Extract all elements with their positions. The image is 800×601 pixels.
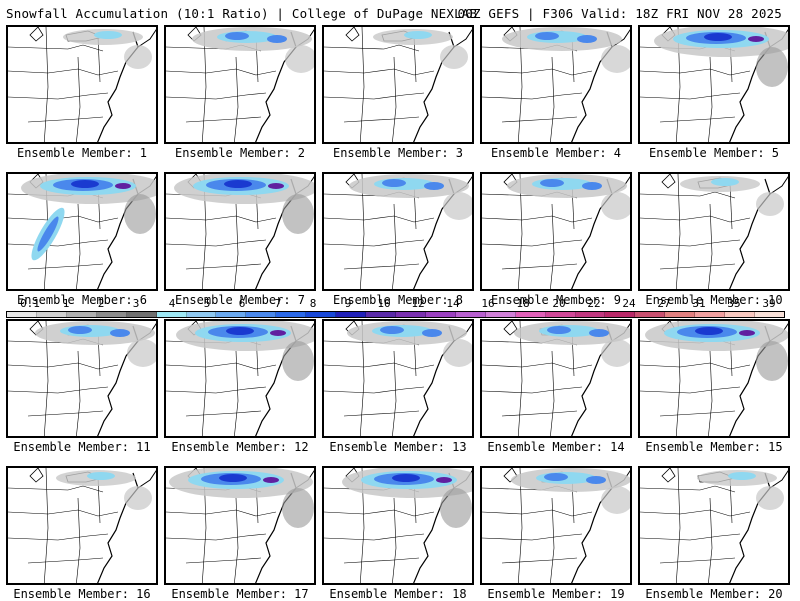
colorbar-tick-label: 3 bbox=[132, 297, 140, 310]
colorbar-tick-label: 35 bbox=[727, 297, 741, 310]
colorbar-swatch bbox=[276, 312, 307, 317]
ensemble-map-18 bbox=[322, 466, 474, 585]
colorbar-tick-label: 5 bbox=[203, 297, 211, 310]
colorbar-tick-label: 39 bbox=[762, 297, 776, 310]
ensemble-member-label: Ensemble Member: 12 bbox=[171, 440, 309, 454]
colorbar-swatch bbox=[66, 312, 97, 317]
ensemble-map-12 bbox=[164, 319, 316, 438]
ensemble-member-label: Ensemble Member: 13 bbox=[329, 440, 467, 454]
colorbar-tick-label: 31 bbox=[692, 297, 706, 310]
colorbar-tick-label: 9 bbox=[344, 297, 352, 310]
colorbar-swatch bbox=[635, 312, 666, 317]
colorbar-swatch bbox=[485, 312, 516, 317]
colorbar-tick-label: 6 bbox=[238, 297, 246, 310]
ensemble-map-5 bbox=[638, 25, 790, 144]
colorbar-swatch bbox=[455, 312, 486, 317]
ensemble-map-20 bbox=[638, 466, 790, 585]
ensemble-member-label: Ensemble Member: 4 bbox=[490, 146, 622, 160]
colorbar-swatch bbox=[695, 312, 726, 317]
colorbar-swatch bbox=[665, 312, 696, 317]
ensemble-member-label: Ensemble Member: 17 bbox=[171, 587, 309, 601]
colorbar-swatch bbox=[755, 312, 784, 317]
ensemble-member-label: Ensemble Member: 20 bbox=[645, 587, 783, 601]
colorbar-swatch bbox=[575, 312, 606, 317]
colorbar-tick-label: 14 bbox=[446, 297, 460, 310]
ensemble-member-label: Ensemble Member: 16 bbox=[13, 587, 151, 601]
colorbar-swatch bbox=[366, 312, 396, 317]
ensemble-member-label: Ensemble Member: 18 bbox=[329, 587, 467, 601]
map-title: Snowfall Accumulation (10:1 Ratio) | Col… bbox=[6, 6, 478, 21]
colorbar-tick-label: 27 bbox=[657, 297, 671, 310]
colorbar-swatch bbox=[605, 312, 636, 317]
colorbar-swatch bbox=[306, 312, 337, 317]
colorbar-tick-label: 16 bbox=[481, 297, 495, 310]
colorbar-tick-label: 24 bbox=[622, 297, 636, 310]
ensemble-map-2 bbox=[164, 25, 316, 144]
ensemble-map-14 bbox=[480, 319, 632, 438]
ensemble-member-label: Ensemble Member: 11 bbox=[13, 440, 151, 454]
colorbar-tick-label: 2 bbox=[97, 297, 105, 310]
ensemble-map-6 bbox=[6, 172, 158, 291]
colorbar-tick-label: 0.1 bbox=[20, 297, 40, 310]
colorbar-tick-label: 1 bbox=[62, 297, 70, 310]
colorbar-tick-label: 4 bbox=[168, 297, 176, 310]
colorbar-swatch bbox=[156, 312, 187, 317]
ensemble-map-11 bbox=[6, 319, 158, 438]
colorbar-swatch bbox=[515, 312, 546, 317]
valid-time-title: 00Z GEFS | F306 Valid: 18Z FRI NOV 28 20… bbox=[457, 6, 782, 21]
colorbar-swatch bbox=[425, 312, 456, 317]
ensemble-member-label: Ensemble Member: 7 bbox=[174, 293, 306, 307]
colorbar-swatch bbox=[126, 312, 157, 317]
colorbar-tick-label: 18 bbox=[516, 297, 530, 310]
colorbar-tick-label: 7 bbox=[274, 297, 282, 310]
colorbar-tick-label: 10 bbox=[377, 297, 391, 310]
ensemble-map-8 bbox=[322, 172, 474, 291]
colorbar-swatch bbox=[545, 312, 576, 317]
colorbar-tick-label: 8 bbox=[309, 297, 317, 310]
ensemble-member-label: Ensemble Member: 1 bbox=[16, 146, 148, 160]
snowfall-colorbar bbox=[6, 311, 785, 318]
colorbar-swatch bbox=[186, 312, 217, 317]
ensemble-member-label: Ensemble Member: 2 bbox=[174, 146, 306, 160]
colorbar-swatch bbox=[246, 312, 277, 317]
colorbar-swatch bbox=[36, 312, 67, 317]
ensemble-map-4 bbox=[480, 25, 632, 144]
ensemble-member-label: Ensemble Member: 10 bbox=[645, 293, 783, 307]
ensemble-map-19 bbox=[480, 466, 632, 585]
colorbar-swatch bbox=[336, 312, 367, 317]
ensemble-member-label: Ensemble Member: 5 bbox=[648, 146, 780, 160]
ensemble-map-3 bbox=[322, 25, 474, 144]
ensemble-member-label: Ensemble Member: 3 bbox=[332, 146, 464, 160]
ensemble-map-1 bbox=[6, 25, 158, 144]
ensemble-member-label: Ensemble Member: 9 bbox=[490, 293, 622, 307]
ensemble-map-9 bbox=[480, 172, 632, 291]
ensemble-member-label: Ensemble Member: 19 bbox=[487, 587, 625, 601]
ensemble-map-17 bbox=[164, 466, 316, 585]
ensemble-member-label: Ensemble Member: 15 bbox=[645, 440, 783, 454]
colorbar-swatch bbox=[395, 312, 426, 317]
ensemble-map-13 bbox=[322, 319, 474, 438]
ensemble-member-label: Ensemble Member: 6 bbox=[16, 293, 148, 307]
ensemble-map-15 bbox=[638, 319, 790, 438]
colorbar-swatch bbox=[725, 312, 756, 317]
ensemble-member-label: Ensemble Member: 8 bbox=[332, 293, 464, 307]
colorbar-tick-label: 12 bbox=[411, 297, 425, 310]
ensemble-map-16 bbox=[6, 466, 158, 585]
colorbar-swatch bbox=[216, 312, 247, 317]
ensemble-member-label: Ensemble Member: 14 bbox=[487, 440, 625, 454]
ensemble-map-7 bbox=[164, 172, 316, 291]
colorbar-tick-label: 22 bbox=[587, 297, 601, 310]
ensemble-map-10 bbox=[638, 172, 790, 291]
colorbar-swatch bbox=[96, 312, 127, 317]
colorbar-swatch bbox=[7, 312, 37, 317]
colorbar-tick-label: 20 bbox=[552, 297, 566, 310]
